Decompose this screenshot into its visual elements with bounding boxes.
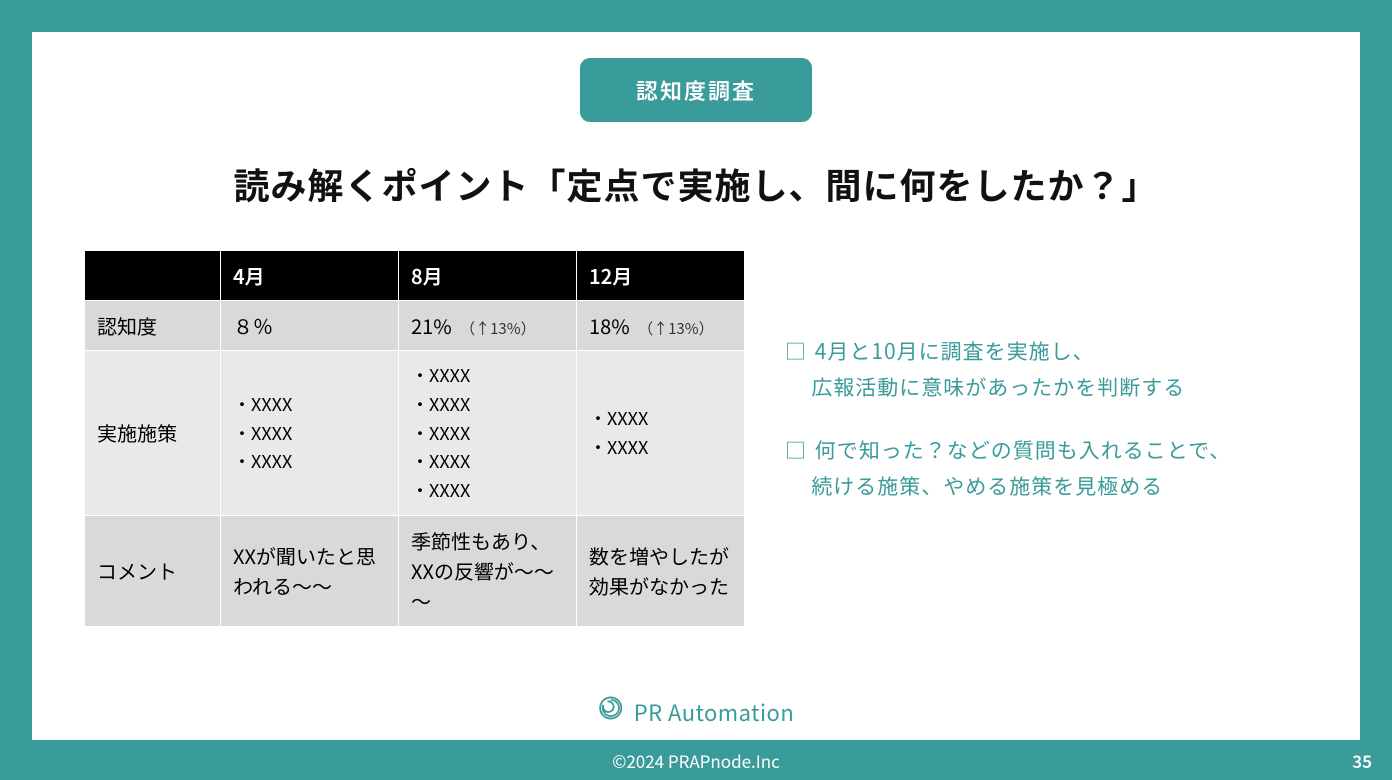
cell-bullets: XXXX XXXX <box>577 351 745 516</box>
awareness-value: ８％ <box>233 311 273 340</box>
awareness-delta: （↑13%） <box>638 318 713 339</box>
row-label: コメント <box>85 515 221 626</box>
table-row: コメント XXが聞いたと思われる～～ 季節性もあり、XXの反響が～～～ 数を増や… <box>85 515 745 626</box>
bullet-item: XXXX <box>411 361 564 390</box>
table-header-dec: 12月 <box>577 251 745 301</box>
note-item: 4月と10月に調査を実施し、 広報活動に意味があったかを判断する <box>785 334 1231 405</box>
bullet-item: XXXX <box>233 447 386 476</box>
bullet-item: XXXX <box>589 404 732 433</box>
cell-comment: XXが聞いたと思われる～～ <box>221 515 399 626</box>
bullet-item: XXXX <box>233 419 386 448</box>
bullet-item: XXXX <box>411 447 564 476</box>
cell-bullets: XXXX XXXX XXXX XXXX XXXX <box>399 351 577 516</box>
table-header-apr: 4月 <box>221 251 399 301</box>
table-header-aug: 8月 <box>399 251 577 301</box>
content-row: 4月 8月 12月 認知度 ８％ 21% （↑13%） <box>32 210 1360 627</box>
table-header-row: 4月 8月 12月 <box>85 251 745 301</box>
note-line: 何で知った？などの質問も入れることで、 <box>815 435 1232 465</box>
bullet-list: XXXX XXXX XXXX <box>233 390 386 476</box>
footer-bar: ©2024 PRAPnode.Inc 35 <box>0 740 1392 780</box>
category-badge: 認知度調査 <box>580 58 812 122</box>
page-number: 35 <box>1352 748 1372 773</box>
awareness-value: 21% <box>411 311 452 340</box>
table-row: 認知度 ８％ 21% （↑13%） 18% （↑13%） <box>85 301 745 351</box>
awareness-delta: （↑13%） <box>460 318 535 339</box>
row-label: 実施施策 <box>85 351 221 516</box>
note-line: 広報活動に意味があったかを判断する <box>811 370 1231 406</box>
side-notes: 4月と10月に調査を実施し、 広報活動に意味があったかを判断する 何で知った？な… <box>785 250 1231 533</box>
row-label: 認知度 <box>85 301 221 351</box>
note-line: 4月と10月に調査を実施し、 <box>815 336 1095 366</box>
slide: 認知度調査 読み解くポイント「定点で実施し、間に何をしたか？」 4月 8月 12… <box>32 32 1360 740</box>
note-line: 続ける施策、やめる施策を見極める <box>811 469 1231 505</box>
spiral-icon <box>598 695 624 728</box>
cell-value: 21% （↑13%） <box>399 301 577 351</box>
bullet-item: XXXX <box>411 419 564 448</box>
cell-value: 18% （↑13%） <box>577 301 745 351</box>
awareness-value: 18% <box>589 311 630 340</box>
cell-value: ８％ <box>221 301 399 351</box>
brand-logo: PR Automation <box>598 695 795 728</box>
bullet-list: XXXX XXXX <box>589 404 732 462</box>
cell-comment: 数を増やしたが効果がなかった <box>577 515 745 626</box>
bullet-item: XXXX <box>411 476 564 505</box>
cell-comment: 季節性もあり、XXの反響が～～～ <box>399 515 577 626</box>
slide-title: 読み解くポイント「定点で実施し、間に何をしたか？」 <box>233 158 1158 210</box>
note-item: 何で知った？などの質問も入れることで、 続ける施策、やめる施策を見極める <box>785 433 1231 504</box>
bullet-item: XXXX <box>411 390 564 419</box>
awareness-table: 4月 8月 12月 認知度 ８％ 21% （↑13%） <box>84 250 745 627</box>
cell-bullets: XXXX XXXX XXXX <box>221 351 399 516</box>
table-row: 実施施策 XXXX XXXX XXXX XXXX XXXX XXXX <box>85 351 745 516</box>
copyright-text: ©2024 PRAPnode.Inc <box>612 748 780 773</box>
brand-logo-text: PR Automation <box>634 696 795 728</box>
bullet-item: XXXX <box>589 433 732 462</box>
table-header-blank <box>85 251 221 301</box>
bullet-item: XXXX <box>233 390 386 419</box>
bullet-list: XXXX XXXX XXXX XXXX XXXX <box>411 361 564 505</box>
